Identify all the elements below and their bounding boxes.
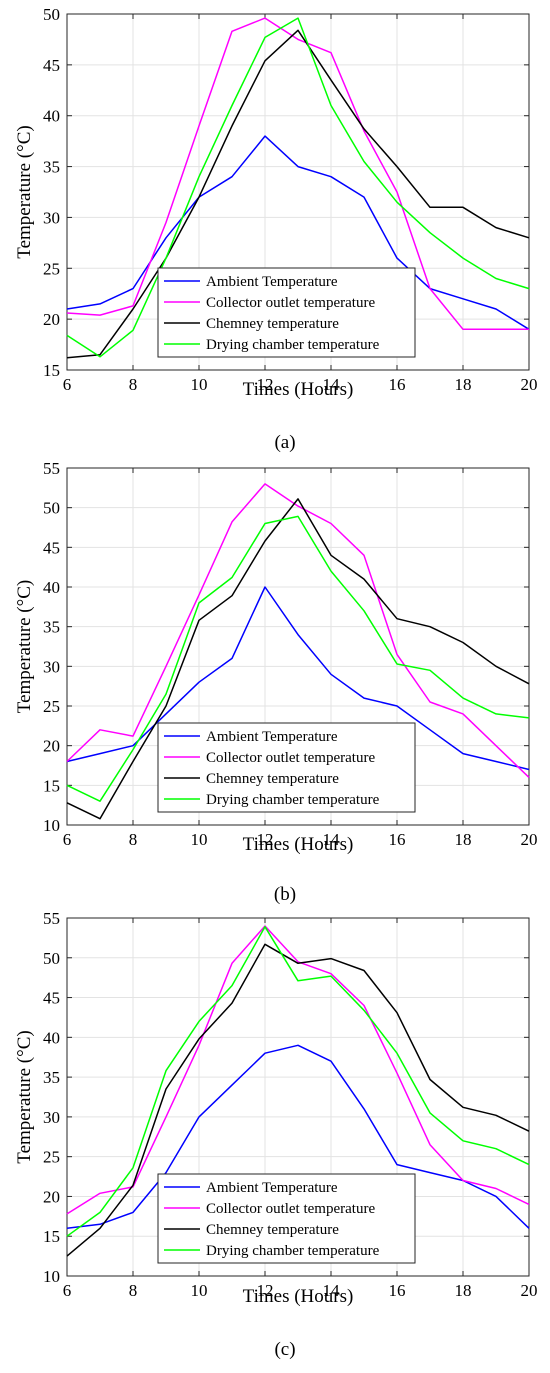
y-tick-label: 15 [43, 776, 60, 795]
series-line [66, 17, 530, 358]
y-tick-label: 30 [43, 1108, 60, 1127]
legend-label: Collector outlet temperature [206, 295, 375, 311]
series-line [66, 926, 530, 1237]
chart-panel: 6 8 10 12 14 16 18 20 10 15 20 25 30 35 40 45 50 55 Times … [14, 909, 538, 1360]
x-tick-label: 8 [129, 375, 138, 394]
y-tick-label: 20 [43, 737, 60, 756]
y-tick-label: 35 [43, 158, 60, 177]
y-tick-label: 20 [43, 1187, 60, 1206]
y-tick-label: 45 [43, 56, 60, 75]
panel-label: (b) [274, 884, 296, 905]
chart-panel: 6 8 10 12 14 16 18 20 15 20 25 30 35 40 45 50 Times (Hou… [14, 5, 538, 453]
x-axis-label: Times (Hours) [243, 834, 354, 855]
y-axis-label: Temperature (°C) [14, 125, 35, 258]
y-tick-label: 55 [43, 459, 60, 478]
series-line [66, 1044, 530, 1230]
x-tick-label: 6 [63, 1281, 72, 1300]
x-tick-label: 16 [389, 375, 406, 394]
series-line [66, 29, 530, 359]
y-tick-label: 40 [43, 1028, 60, 1047]
legend-label: Chemney temperature [206, 316, 339, 332]
x-tick-label: 20 [521, 375, 538, 394]
x-tick-label: 14 [323, 1281, 341, 1300]
legend-label: Ambient Temperature [206, 1180, 338, 1196]
series-line [66, 135, 530, 330]
x-tick-label: 8 [129, 1281, 138, 1300]
y-tick-label: 10 [43, 1267, 60, 1286]
series-line [66, 483, 530, 778]
y-tick-label: 15 [43, 1227, 60, 1246]
legend: Ambient Temperature Collector outlet temp… [157, 267, 416, 358]
x-tick-label: 18 [455, 375, 472, 394]
y-tick-label: 45 [43, 989, 60, 1008]
series-line [66, 943, 530, 1257]
legend-box [157, 1173, 416, 1264]
panel-label: (c) [274, 1339, 295, 1360]
legend-label: Collector outlet temperature [206, 750, 375, 766]
y-tick-label: 55 [43, 909, 60, 928]
y-tick-label: 15 [43, 361, 60, 380]
x-tick-label: 14 [323, 830, 341, 849]
x-tick-label: 14 [323, 375, 341, 394]
x-tick-label: 20 [521, 1281, 538, 1300]
series-line [66, 586, 530, 771]
y-tick-label: 50 [43, 5, 60, 24]
x-tick-label: 12 [257, 375, 274, 394]
panel-label: (a) [274, 432, 295, 453]
y-tick-label: 25 [43, 697, 60, 716]
x-tick-label: 12 [257, 830, 274, 849]
y-tick-label: 20 [43, 310, 60, 329]
series-line [66, 515, 530, 802]
y-tick-label: 30 [43, 208, 60, 227]
legend: Ambient Temperature Collector outlet temp… [157, 1173, 416, 1264]
x-tick-label: 6 [63, 375, 72, 394]
y-tick-label: 40 [43, 107, 60, 126]
y-tick-label: 40 [43, 578, 60, 597]
legend: Ambient Temperature Collector outlet temp… [157, 722, 416, 813]
x-tick-label: 12 [257, 1281, 274, 1300]
series-line [66, 17, 529, 331]
x-tick-label: 8 [129, 830, 138, 849]
y-tick-label: 50 [43, 499, 60, 518]
axes-frame [66, 467, 530, 826]
y-tick-label: 45 [43, 538, 60, 557]
axes-frame [66, 917, 530, 1277]
y-tick-label: 35 [43, 618, 60, 637]
y-axis-label: Temperature (°C) [14, 580, 35, 713]
legend-box [157, 267, 416, 358]
series-line [66, 925, 530, 1215]
x-tick-label: 20 [521, 830, 538, 849]
chart-panel: 6 8 10 12 14 16 18 20 10 15 20 25 30 35 40 45 50 55 Times … [14, 459, 538, 905]
legend-label: Drying chamber temperature [206, 337, 380, 353]
legend-label: Collector outlet temperature [206, 1201, 375, 1217]
x-tick-label: 18 [455, 830, 472, 849]
y-tick-label: 30 [43, 657, 60, 676]
x-axis-label: Times (Hours) [243, 379, 354, 400]
x-tick-label: 10 [191, 830, 208, 849]
legend-label: Drying chamber temperature [206, 792, 380, 808]
y-tick-label: 50 [43, 949, 60, 968]
y-axis-label: Temperature (°C) [14, 1030, 35, 1163]
axes-frame [66, 13, 530, 371]
legend-label: Drying chamber temperature [206, 1243, 380, 1259]
x-tick-label: 6 [63, 830, 72, 849]
x-axis-label: Times (Hours) [243, 1286, 354, 1307]
x-tick-label: 18 [455, 1281, 472, 1300]
series-line [66, 498, 530, 820]
y-tick-label: 10 [43, 816, 60, 835]
legend-label: Ambient Temperature [206, 729, 338, 745]
y-tick-label: 35 [43, 1068, 60, 1087]
x-tick-label: 16 [389, 1281, 406, 1300]
x-tick-label: 10 [191, 1281, 208, 1300]
y-tick-label: 25 [43, 259, 60, 278]
legend-label: Chemney temperature [206, 771, 339, 787]
legend-box [157, 722, 416, 813]
x-tick-label: 10 [191, 375, 208, 394]
y-tick-label: 25 [43, 1148, 60, 1167]
legend-label: Ambient Temperature [206, 274, 338, 290]
x-tick-label: 16 [389, 830, 406, 849]
legend-label: Chemney temperature [206, 1222, 339, 1238]
